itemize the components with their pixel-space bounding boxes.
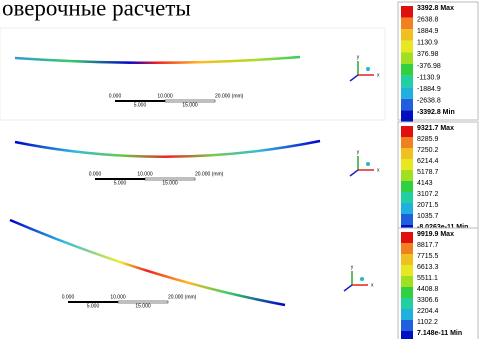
legend-swatch — [401, 192, 413, 203]
legend-label: 3107.2 — [417, 191, 439, 198]
legend-label: 6613.3 — [417, 264, 439, 271]
legend-swatch — [401, 203, 413, 214]
legend-label: 9919.9 Max — [417, 231, 454, 238]
legend-label: 2204.4 — [417, 308, 439, 315]
legend-swatch — [401, 87, 413, 99]
legend-swatch — [401, 265, 413, 276]
legend-swatch — [401, 254, 413, 265]
legend-label: 5178.7 — [417, 169, 439, 176]
legend-swatch — [401, 18, 413, 30]
legend-label: 7715.5 — [417, 253, 439, 260]
legend-swatch — [401, 214, 413, 225]
legend-label: -3392.8 Min — [417, 109, 455, 116]
axis-letter: x — [377, 167, 380, 173]
legend-label: 9321.7 Max — [417, 125, 454, 132]
legend-label: 7.148e-11 Min — [417, 330, 462, 337]
beam — [10, 220, 285, 305]
scale-label: 0.000 — [62, 294, 75, 300]
axis-letter: y — [351, 264, 354, 270]
scale-label: 0.000 — [89, 171, 102, 177]
scale-label: 20.000 (mm) — [168, 294, 197, 300]
legend-label: 8285.9 — [417, 136, 439, 143]
legend-swatch — [401, 6, 413, 18]
scale-label: 20.000 (mm) — [195, 171, 224, 177]
axis-letter: x — [371, 282, 374, 288]
legend-swatch — [401, 41, 413, 53]
legend-swatch — [401, 276, 413, 287]
legend-swatch — [401, 309, 413, 320]
scale-label: 10.000 — [157, 93, 173, 99]
legend-label: 2638.8 — [417, 16, 439, 23]
legend-label: 3306.6 — [417, 297, 439, 304]
legend-label: 376.98 — [417, 51, 439, 58]
beam — [15, 141, 320, 157]
axis-letter: y — [357, 149, 360, 155]
legend-swatch — [401, 298, 413, 309]
scale-label: 5.000 — [87, 303, 100, 309]
legend-swatch — [401, 170, 413, 181]
scale-label: 5.000 — [134, 102, 147, 108]
axis-z — [350, 170, 358, 176]
scale-label: 15.000 — [182, 102, 198, 108]
legend-label: 2071.5 — [417, 202, 439, 209]
legend-swatch — [401, 99, 413, 111]
legend-label: 3392.8 Max — [417, 5, 454, 12]
legend-label: 1884.9 — [417, 28, 439, 35]
legend-swatch — [401, 287, 413, 298]
scale-label: 10.000 — [110, 294, 126, 300]
legend-swatch — [401, 76, 413, 88]
legend-swatch — [401, 126, 413, 137]
scale-label: 20.000 (mm) — [215, 93, 244, 99]
legend-label: 1035.7 — [417, 213, 439, 220]
legend-label: 7250.2 — [417, 147, 439, 154]
scale-label: 15.000 — [135, 303, 151, 309]
legend-label: 8817.7 — [417, 242, 439, 249]
legend-swatch — [401, 331, 413, 339]
legend-label: -2638.8 — [417, 98, 441, 105]
legend-swatch — [401, 320, 413, 331]
legend-swatch — [401, 110, 413, 122]
legend-swatch — [401, 29, 413, 41]
legend-label: -376.98 — [417, 63, 441, 70]
legend-label: 6214.4 — [417, 158, 439, 165]
scale-label: 0.000 — [109, 93, 122, 99]
axis-origin — [360, 277, 364, 281]
legend-swatch — [401, 64, 413, 76]
legend-label: 5511.1 — [417, 275, 438, 282]
legend-label: 1102.2 — [417, 319, 438, 326]
legend-swatch — [401, 181, 413, 192]
legend-label: -1130.9 — [417, 74, 440, 81]
page: {"title":"оверочные расчеты", "panels":[… — [0, 0, 479, 339]
legend-label: 4143 — [417, 180, 433, 187]
legend-swatch — [401, 52, 413, 64]
axis-origin — [366, 162, 370, 166]
legend-swatch — [401, 148, 413, 159]
legend-label: 4408.8 — [417, 286, 439, 293]
legend-label: -1884.9 — [417, 86, 441, 93]
legend-swatch — [401, 243, 413, 254]
axis-z — [344, 285, 352, 291]
scale-label: 10.000 — [137, 171, 153, 177]
axis-origin — [366, 67, 370, 71]
legend-label: 1130.9 — [417, 40, 438, 47]
legend-swatch — [401, 159, 413, 170]
legend-swatch — [401, 137, 413, 148]
slide: оверочные расчеты 3392.8 Max 2638.8 1884.9… — [0, 0, 479, 339]
scale-label: 5.000 — [114, 180, 127, 186]
legend-swatch — [401, 232, 413, 243]
title: оверочные расчеты — [2, 0, 191, 20]
scale-label: 15.000 — [162, 180, 178, 186]
